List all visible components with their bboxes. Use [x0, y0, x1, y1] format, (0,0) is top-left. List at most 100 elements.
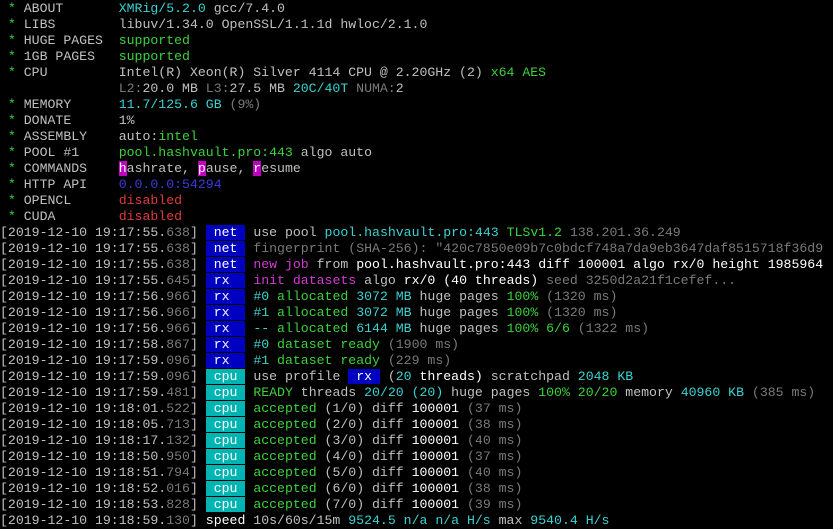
spacer: [0, 1, 8, 16]
timestamp: 2019-12-10 19:17:55.: [7, 225, 167, 240]
log-text: READY: [253, 385, 293, 400]
spacer: [16, 193, 24, 208]
log-text: pool.hashvault.pro:443 diff 100001 algo …: [356, 257, 824, 272]
info-label: CPU: [23, 65, 119, 80]
spacer: [0, 81, 119, 96]
info-value: (9%): [229, 97, 262, 112]
log-line: [2019-12-10 19:18:52.016] cpu accepted (…: [0, 481, 833, 497]
log-text: speed: [205, 513, 246, 528]
info-value: esume: [261, 161, 301, 176]
log-text: 40960 KB: [680, 385, 744, 400]
log-text: 10s/60s/15m: [245, 513, 349, 528]
info-value: L2:: [118, 81, 143, 96]
spacer: [198, 417, 206, 432]
log-text: (1/0) diff: [316, 401, 412, 416]
log-text: #1: [253, 353, 270, 368]
log-text: huge pages: [411, 321, 507, 336]
tag-cpu-badge: cpu: [205, 385, 246, 400]
timestamp-ms: 966: [166, 321, 190, 336]
bracket: [: [0, 433, 8, 448]
bracket: ]: [189, 241, 198, 256]
spacer: [198, 241, 206, 256]
info-line: * CUDA disabled: [0, 209, 833, 225]
spacer: [16, 113, 24, 128]
info-label: 1GB PAGES: [23, 49, 119, 64]
info-label: CUDA: [23, 209, 119, 224]
log-text: 100001: [411, 433, 460, 448]
info-value: algo auto: [292, 145, 372, 160]
tag-rx-badge: rx: [205, 289, 246, 304]
log-text: use pool: [253, 225, 325, 240]
timestamp-ms: 096: [166, 353, 190, 368]
tag-label: cpu: [213, 401, 238, 416]
bracket: ]: [189, 449, 198, 464]
log-line: [2019-12-10 19:18:17.132] cpu accepted (…: [0, 433, 833, 449]
spacer: [198, 289, 206, 304]
log-text: accepted: [253, 401, 317, 416]
log-text: (229 ms): [379, 353, 452, 368]
tag-rx-badge: rx: [205, 353, 246, 368]
info-value: 20C/40T: [292, 81, 357, 96]
bullet-icon: *: [7, 49, 16, 64]
info-value: h: [118, 161, 127, 176]
bullet-icon: *: [7, 129, 16, 144]
info-value: 20.0 MB: [142, 81, 206, 96]
spacer: [198, 321, 206, 336]
log-text: 100001: [411, 465, 460, 480]
bracket: [: [0, 465, 8, 480]
info-value: supported: [118, 49, 190, 64]
tag-cpu-badge: cpu: [205, 417, 246, 432]
log-line: [2019-12-10 19:17:56.966] rx #0 allocate…: [0, 289, 833, 305]
log-text: 9540.4 H/s: [530, 513, 610, 528]
log-text: #0: [253, 289, 270, 304]
info-label: ABOUT: [23, 1, 119, 16]
log-text: new job: [253, 257, 309, 272]
tag-net-badge: net: [205, 225, 246, 240]
log-text: accepted: [253, 433, 317, 448]
log-text: pool.hashvault.pro:443: [324, 225, 507, 240]
timestamp-ms: 713: [166, 417, 190, 432]
tag-label: cpu: [213, 385, 238, 400]
log-text: rx: [348, 369, 380, 384]
spacer: [198, 513, 206, 528]
log-text: #1: [253, 305, 270, 320]
log-text: 20: [395, 369, 412, 384]
info-value: intel: [158, 129, 198, 144]
bullet-icon: *: [7, 33, 16, 48]
log-text: dataset ready: [269, 353, 380, 368]
info-line: * COMMANDS hashrate, pause, resume: [0, 161, 833, 177]
log-text: (1322 ms): [569, 321, 650, 336]
log-line: [2019-12-10 19:18:51.794] cpu accepted (…: [0, 465, 833, 481]
tag-cpu-badge: cpu: [205, 481, 246, 496]
spacer: [0, 209, 8, 224]
spacer: [206, 337, 214, 352]
spacer: [198, 385, 206, 400]
bracket: ]: [189, 401, 198, 416]
log-line: [2019-12-10 19:17:56.966] rx -- allocate…: [0, 321, 833, 337]
info-value: libuv/1.34.0 OpenSSL/1.1.1d hwloc/2.1.0: [118, 17, 428, 32]
bracket: ]: [189, 465, 198, 480]
tag-label: net: [213, 225, 238, 240]
tag-label: cpu: [213, 497, 238, 512]
spacer: [206, 497, 214, 512]
spacer: [0, 113, 8, 128]
log-text: accepted: [253, 497, 317, 512]
info-line: * DONATE 1%: [0, 113, 833, 129]
log-text: accepted: [253, 481, 317, 496]
timestamp: 2019-12-10 19:17:56.: [7, 321, 167, 336]
info-label: HUGE PAGES: [23, 33, 119, 48]
info-value: 27.5 MB: [229, 81, 293, 96]
bracket: ]: [189, 273, 198, 288]
spacer: [0, 65, 8, 80]
timestamp-ms: 096: [166, 369, 190, 384]
timestamp-ms: 966: [166, 289, 190, 304]
info-line: L2:20.0 MB L3:27.5 MB 20C/40T NUMA:2: [0, 81, 833, 97]
timestamp: 2019-12-10 19:18:17.: [7, 433, 167, 448]
bracket: [: [0, 513, 8, 528]
spacer: [206, 369, 214, 384]
spacer: [198, 401, 206, 416]
spacer: [206, 449, 214, 464]
timestamp: 2019-12-10 19:18:05.: [7, 417, 167, 432]
spacer: [16, 129, 24, 144]
log-text: (385 ms): [744, 385, 816, 400]
